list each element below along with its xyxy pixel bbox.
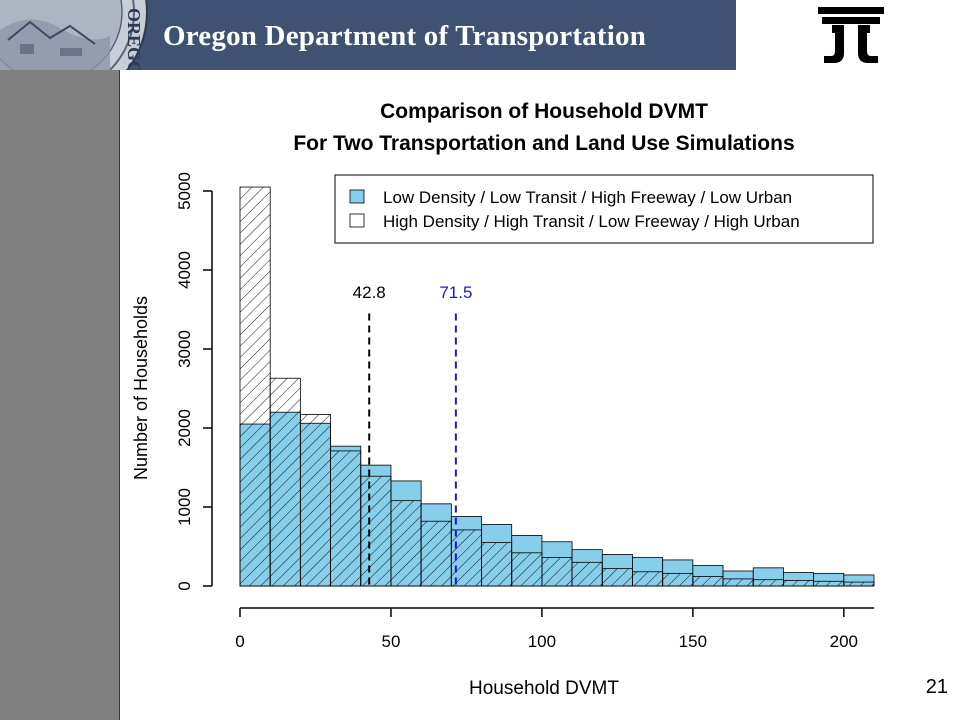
- x-tick-label-0: 0: [235, 632, 244, 651]
- bar-high-density-20: [299, 414, 331, 587]
- bar-high-density-140: [662, 572, 694, 587]
- bar-high-density-120: [601, 568, 633, 587]
- y-tick-label-3000: 3000: [175, 330, 194, 368]
- bar-high-density-80: [481, 542, 513, 587]
- oregon-seal: OREGON: [0, 0, 150, 70]
- x-tick-label-100: 100: [528, 632, 556, 651]
- bar-high-density-200: [843, 581, 875, 587]
- reference-label-1: 42.8: [353, 283, 386, 302]
- x-tick-label-50: 50: [381, 632, 400, 651]
- bar-high-density-170: [752, 579, 784, 587]
- slide-number: 21: [925, 676, 948, 698]
- bar-high-density-190: [813, 580, 845, 587]
- bar-high-density-40: [360, 475, 392, 587]
- bar-high-density-110: [571, 561, 603, 587]
- x-tick-label-200: 200: [830, 632, 858, 651]
- bar-high-density-60: [420, 520, 452, 587]
- x-tick-label-150: 150: [679, 632, 707, 651]
- reference-label-2: 71.5: [439, 283, 472, 302]
- y-tick-label-1000: 1000: [175, 488, 194, 526]
- legend-label-series-1: Low Density / Low Transit / High Freeway…: [383, 188, 792, 207]
- odot-logo: [814, 3, 888, 67]
- legend-label-series-2: High Density / High Transit / Low Freewa…: [383, 212, 800, 231]
- bar-high-density-150: [692, 576, 724, 587]
- y-tick-label-2000: 2000: [175, 409, 194, 447]
- legend: Low Density / Low Transit / High Freeway…: [334, 174, 874, 244]
- chart-title: Comparison of Household DVMT: [380, 100, 708, 123]
- chart-subtitle: For Two Transportation and Land Use Simu…: [293, 132, 794, 155]
- bar-high-density-180: [783, 580, 815, 587]
- y-tick-label-4000: 4000: [175, 251, 194, 289]
- legend-swatch-solid: [349, 189, 365, 204]
- bar-high-density-0: [239, 186, 271, 587]
- histogram-chart: Comparison of Household DVMT For Two Tra…: [120, 70, 960, 720]
- x-axis-label: Household DVMT: [469, 678, 619, 699]
- bar-high-density-30: [330, 450, 362, 587]
- bar-high-density-90: [511, 552, 543, 587]
- header-banner: OREGON Oregon Department of Transportati…: [0, 0, 736, 70]
- bar-high-density-130: [632, 571, 664, 587]
- bar-high-density-10: [269, 377, 301, 587]
- header-title: Oregon Department of Transportation: [163, 20, 647, 52]
- seal-text: OREGON: [124, 8, 144, 70]
- legend-swatch-hatched: [349, 213, 365, 228]
- y-axis-label: Number of Households: [131, 296, 151, 480]
- bar-high-density-160: [722, 578, 754, 587]
- bar-high-density-50: [390, 500, 422, 587]
- y-tick-label-5000: 5000: [175, 172, 194, 210]
- left-sidebar: [0, 70, 120, 720]
- bar-high-density-100: [541, 557, 573, 587]
- y-tick-label-0: 0: [175, 581, 194, 590]
